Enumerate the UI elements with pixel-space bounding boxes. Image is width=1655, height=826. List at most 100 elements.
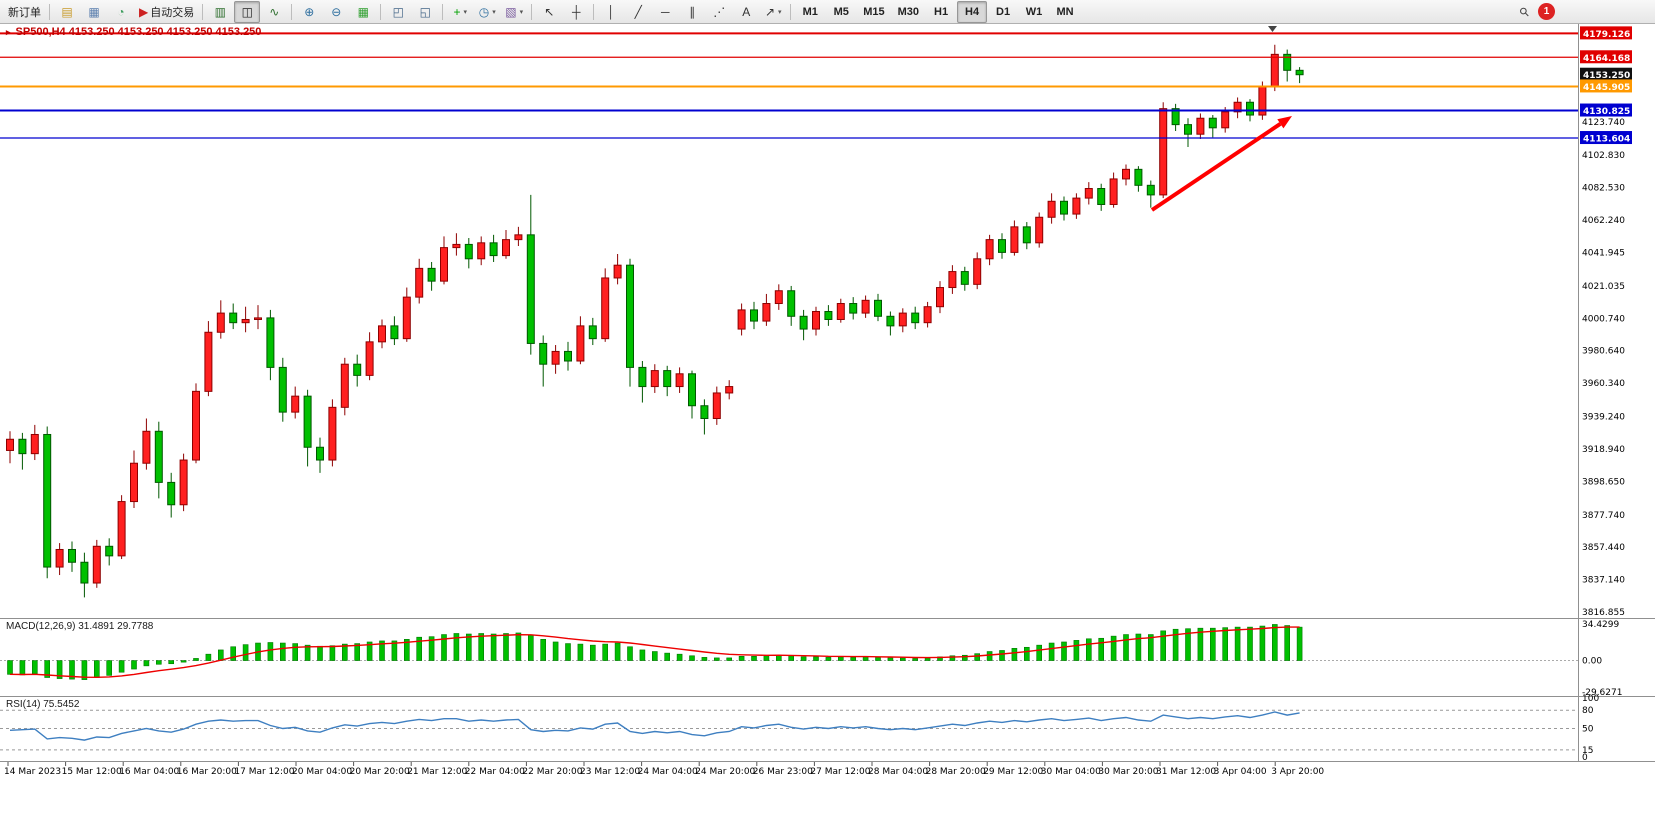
macd-histogram-bar bbox=[118, 660, 125, 673]
time-axis-label: 26 Mar 23:00 bbox=[753, 767, 813, 777]
timeframe-w1-button[interactable]: W1 bbox=[1025, 5, 1043, 18]
macd-histogram-bar bbox=[875, 657, 881, 661]
macd-histogram-bar bbox=[267, 642, 274, 661]
cascade-windows-icon[interactable]: ◱ bbox=[419, 4, 431, 19]
macd-histogram-bar bbox=[490, 633, 497, 661]
macd-histogram-bar bbox=[614, 642, 621, 661]
grid-icon[interactable]: ▦ bbox=[357, 4, 369, 19]
timeframe-h1-button[interactable]: H1 bbox=[934, 5, 949, 18]
timeframe-d1-button[interactable]: D1 bbox=[996, 5, 1011, 18]
macd-histogram-bar bbox=[403, 639, 410, 661]
candle-body bbox=[948, 271, 957, 289]
macd-histogram-bar bbox=[1185, 628, 1191, 661]
candle-body bbox=[1047, 200, 1056, 218]
candle-body bbox=[30, 433, 39, 455]
zoom-in-icon[interactable]: ⊕ bbox=[304, 4, 315, 19]
macd-histogram-bar bbox=[379, 640, 385, 661]
macd-histogram-bar bbox=[1036, 644, 1042, 661]
trend-arrow-annotation[interactable] bbox=[1150, 122, 1282, 212]
candlestick-chart-icon[interactable]: ◫ bbox=[234, 0, 261, 23]
rsi-indicator-label: RSI(14) 75.5452 bbox=[6, 699, 80, 710]
macd-histogram-bar bbox=[961, 654, 968, 661]
macd-histogram-bar bbox=[1222, 627, 1228, 661]
macd-histogram-bar bbox=[540, 639, 547, 661]
candle-body bbox=[192, 390, 200, 461]
candle-body bbox=[1221, 111, 1230, 129]
candle-body bbox=[650, 370, 659, 388]
macd-histogram-bar bbox=[7, 660, 13, 675]
bar-chart-icon[interactable]: ▥ bbox=[214, 4, 226, 19]
crosshair-icon[interactable]: ┼ bbox=[571, 4, 581, 19]
candle-body bbox=[1109, 178, 1118, 205]
chart-window-icon[interactable]: ▤ bbox=[61, 4, 73, 19]
line-chart-icon[interactable]: ∿ bbox=[269, 4, 280, 19]
candle-body bbox=[1022, 226, 1031, 244]
timeframe-m5-button[interactable]: M5 bbox=[833, 5, 849, 18]
shapes-icon[interactable]: ↗ ▾ bbox=[764, 4, 782, 19]
price-axis-label: 3877.740 bbox=[1582, 511, 1625, 521]
zoom-out-icon[interactable]: ⊖ bbox=[331, 4, 342, 19]
candle-body bbox=[551, 350, 560, 365]
fibonacci-icon[interactable]: ⋰ bbox=[713, 4, 726, 19]
candle-body bbox=[1246, 101, 1254, 116]
macd-histogram-bar bbox=[81, 660, 88, 680]
tile-windows-icon[interactable]: ◰ bbox=[392, 4, 404, 19]
refresh-icon[interactable]: ◔ bbox=[117, 4, 125, 19]
market-watch-icon[interactable]: ▦ bbox=[88, 4, 100, 19]
channel-icon[interactable]: ∥ bbox=[689, 4, 696, 19]
macd-histogram-bar bbox=[887, 657, 894, 661]
period-clock-icon[interactable]: ◷ ▾ bbox=[478, 4, 496, 19]
timeframe-h4-button[interactable]: H4 bbox=[957, 0, 988, 23]
macd-histogram-bar bbox=[639, 649, 646, 661]
add-indicator-icon[interactable]: + ▾ bbox=[453, 4, 467, 19]
new-order-button[interactable]: 新订单 bbox=[8, 6, 41, 19]
cursor-icon[interactable]: ↖ bbox=[544, 4, 555, 19]
candle-body bbox=[390, 325, 399, 340]
template-icon[interactable]: ▧ ▾ bbox=[505, 4, 524, 19]
candle-body bbox=[464, 243, 473, 260]
price-axis-label: 4062.240 bbox=[1582, 216, 1625, 226]
timeframe-m1-button[interactable]: M1 bbox=[802, 5, 818, 18]
candle-body bbox=[1283, 53, 1292, 71]
autotrading-button[interactable]: ▶ 自动交易 bbox=[139, 4, 195, 19]
macd-histogram-bar bbox=[1135, 633, 1142, 661]
search-icon[interactable]: ⚲ bbox=[1515, 3, 1533, 20]
timeframe-m30-button[interactable]: M30 bbox=[897, 5, 920, 18]
candle-body bbox=[254, 317, 262, 320]
price-tag-label: 4145.905 bbox=[1583, 83, 1630, 93]
toolbar-separator bbox=[531, 3, 533, 20]
toolbar-separator bbox=[49, 3, 50, 20]
time-axis-label: 20 Mar 04:00 bbox=[292, 767, 352, 777]
macd-indicator-label: MACD(12,26,9) 31.4891 29.7788 bbox=[6, 621, 154, 632]
trendline-icon[interactable]: ╱ bbox=[634, 4, 642, 19]
macd-histogram-bar bbox=[775, 654, 782, 661]
text-icon[interactable]: A bbox=[742, 4, 751, 19]
candle-body bbox=[973, 258, 982, 285]
candle-body bbox=[1097, 188, 1106, 205]
candle-body bbox=[787, 290, 796, 317]
candle-body bbox=[1184, 124, 1192, 135]
candle-body bbox=[1060, 200, 1068, 215]
horizontal-line-icon[interactable]: ─ bbox=[660, 4, 670, 19]
macd-histogram-bar bbox=[441, 634, 447, 661]
time-axis-label: 16 Mar 20:00 bbox=[177, 767, 237, 777]
timeframe-m15-button[interactable]: M15 bbox=[863, 5, 885, 18]
candle-body bbox=[502, 239, 510, 257]
notification-badge[interactable]: 1 bbox=[1538, 3, 1555, 20]
macd-histogram-bar bbox=[1061, 641, 1067, 661]
time-axis-label: 3 Apr 04:00 bbox=[1214, 767, 1267, 777]
candle-body bbox=[92, 545, 101, 584]
candle-body bbox=[886, 315, 895, 327]
macd-histogram-bar bbox=[726, 657, 733, 661]
macd-histogram-bar bbox=[230, 646, 236, 661]
timeframe-mn-button[interactable]: MN bbox=[1056, 5, 1074, 18]
macd-histogram-bar bbox=[676, 653, 683, 661]
macd-histogram-bar bbox=[69, 660, 75, 680]
macd-histogram-bar bbox=[317, 645, 323, 661]
vertical-line-icon[interactable]: │ bbox=[607, 4, 615, 19]
price-axis-label: 4102.830 bbox=[1582, 151, 1625, 161]
macd-histogram-bar bbox=[19, 660, 26, 676]
macd-histogram-bar bbox=[304, 644, 311, 661]
trend-arrow-head[interactable] bbox=[1277, 116, 1292, 129]
macd-histogram-bar bbox=[800, 656, 807, 661]
